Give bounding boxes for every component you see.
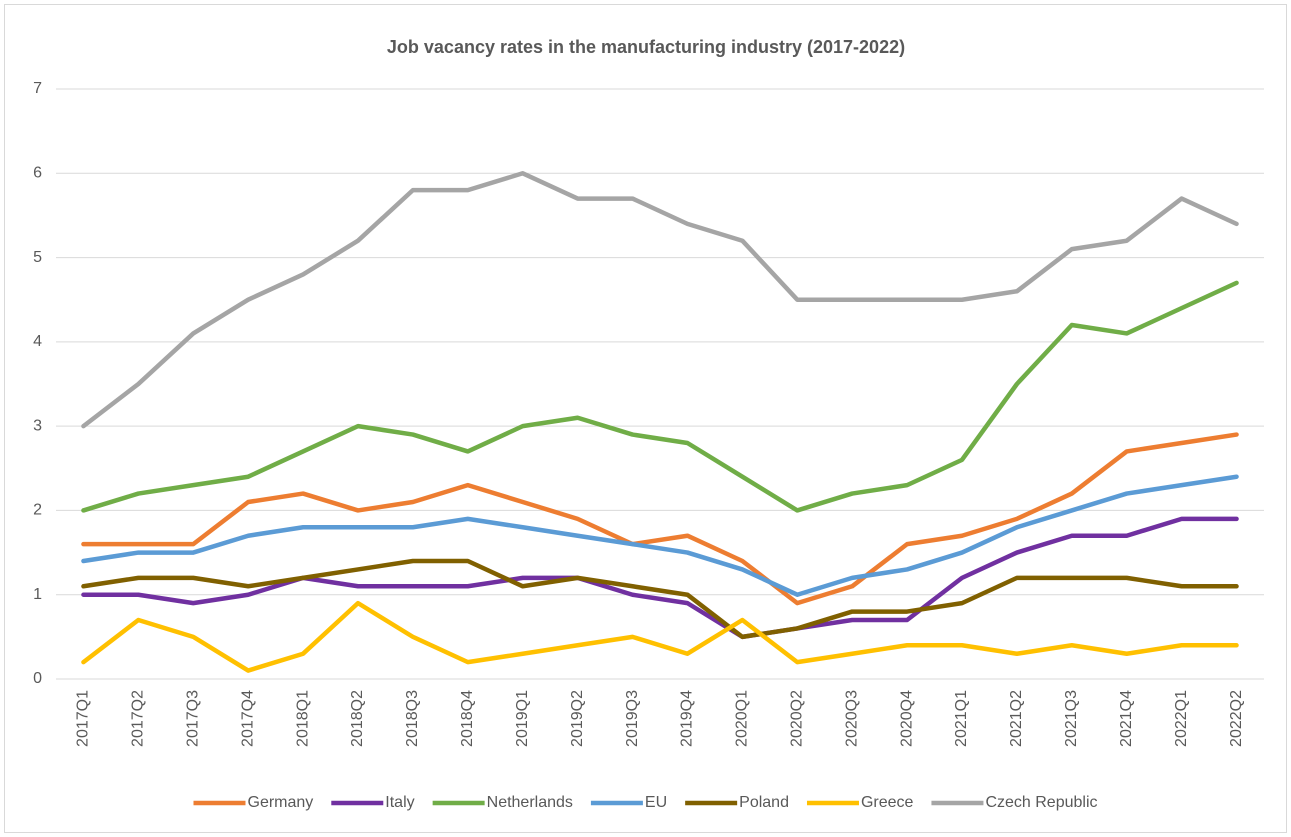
- x-tick-label: 2021Q2: [1008, 690, 1025, 747]
- y-tick-label: 4: [33, 333, 42, 350]
- legend-label: Poland: [739, 794, 789, 811]
- x-tick-label: 2018Q1: [294, 690, 311, 747]
- x-tick-label: 2017Q4: [239, 690, 256, 747]
- x-tick-label: 2021Q4: [1118, 690, 1135, 747]
- legend-label: Netherlands: [487, 794, 573, 811]
- x-tick-label: 2017Q2: [130, 690, 147, 747]
- series-line: [81, 600, 1239, 673]
- x-tick-label: 2020Q1: [734, 690, 751, 747]
- legend-label: Greece: [861, 794, 914, 811]
- x-tick-label: 2019Q1: [514, 690, 531, 747]
- x-tick-label: 2021Q3: [1063, 690, 1080, 747]
- series-line: [81, 516, 1239, 640]
- x-tick-label: 2019Q2: [569, 690, 586, 747]
- x-tick-label: 2020Q2: [788, 690, 805, 747]
- y-tick-label: 1: [33, 586, 42, 603]
- y-tick-label: 7: [33, 80, 42, 97]
- chart-border: [4, 4, 1287, 833]
- x-tick-label: 2020Q3: [843, 690, 860, 747]
- chart-title: Job vacancy rates in the manufacturing i…: [387, 37, 905, 57]
- x-tick-label: 2021Q1: [953, 690, 970, 747]
- x-tick-label: 2018Q2: [349, 690, 366, 747]
- y-tick-label: 6: [33, 165, 42, 182]
- x-tick-label: 2022Q1: [1173, 690, 1190, 747]
- legend-label: EU: [645, 794, 667, 811]
- x-tick-label: 2018Q4: [459, 690, 476, 747]
- legend-label: Germany: [247, 794, 313, 811]
- x-tick-label: 2022Q2: [1228, 690, 1245, 747]
- x-tick-label: 2018Q3: [404, 690, 421, 747]
- series-line: [81, 171, 1239, 429]
- x-tick-label: 2019Q4: [679, 690, 696, 747]
- x-tick-label: 2017Q3: [184, 690, 201, 747]
- legend-label: Italy: [385, 794, 414, 811]
- y-tick-label: 3: [33, 417, 42, 434]
- series-line: [81, 280, 1239, 513]
- x-tick-label: 2017Q1: [75, 690, 92, 747]
- legend: Germany Italy Netherlands EU Poland Greece Cze…: [193, 794, 1098, 811]
- y-tick-label: 2: [33, 502, 42, 519]
- y-tick-label: 5: [33, 249, 42, 266]
- series-line: [81, 558, 1239, 640]
- y-tick-label: 0: [33, 670, 42, 687]
- x-tick-label: 2019Q3: [624, 690, 641, 747]
- legend-label: Czech Republic: [985, 794, 1097, 811]
- series-line: [81, 432, 1239, 606]
- series-line: [81, 474, 1239, 597]
- x-tick-label: 2020Q4: [898, 690, 915, 747]
